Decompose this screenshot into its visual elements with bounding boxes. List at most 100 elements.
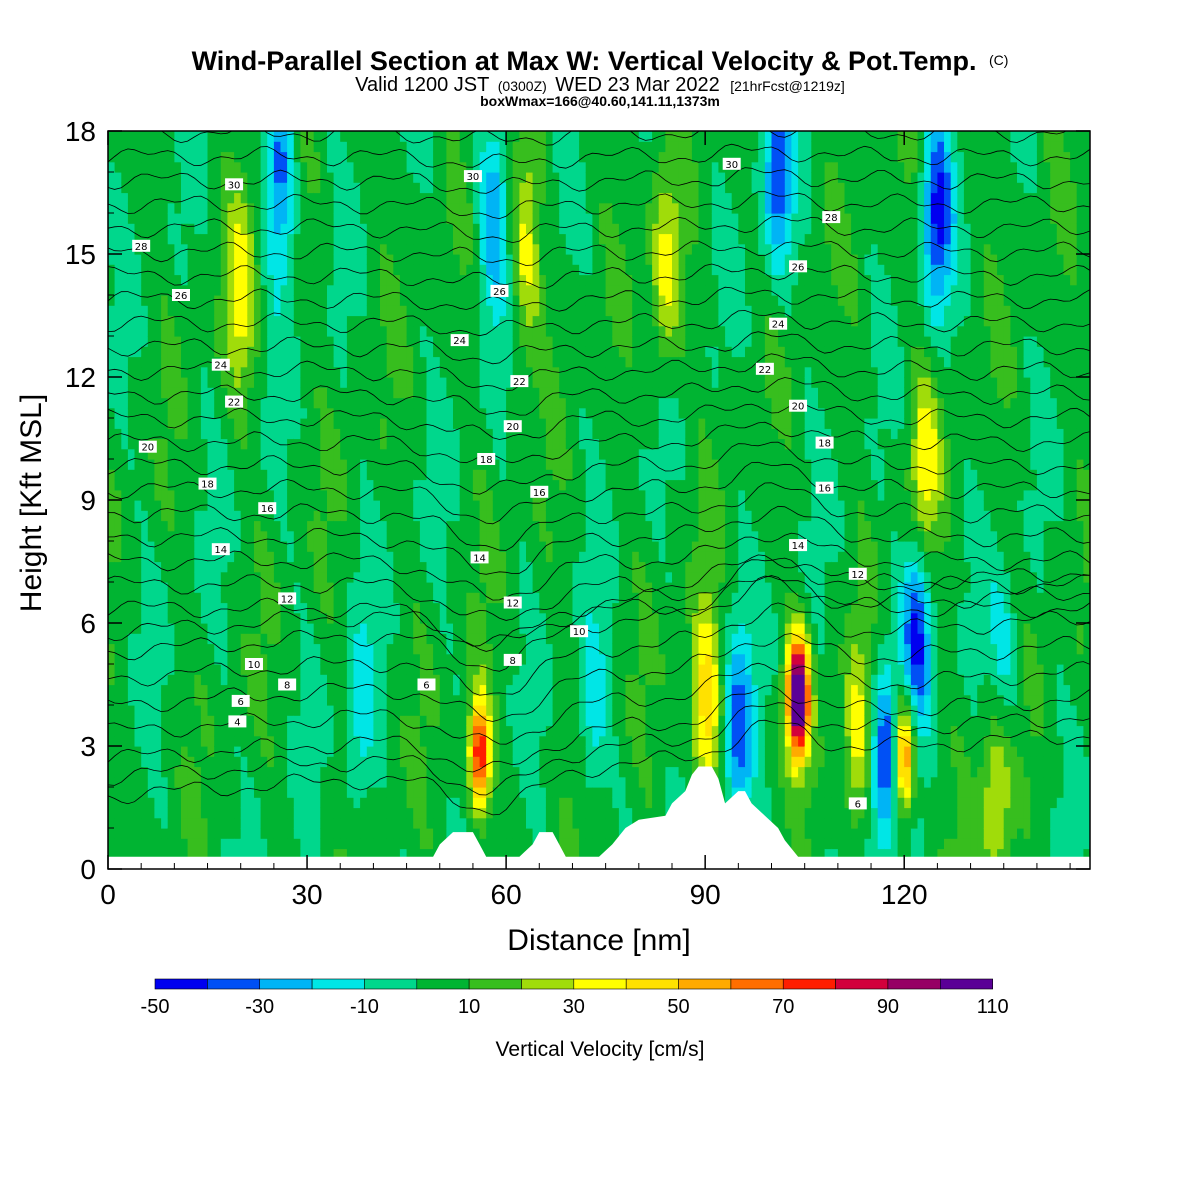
- velocity-cell: [313, 633, 321, 645]
- velocity-cell: [479, 325, 487, 337]
- velocity-cell: [108, 797, 116, 809]
- subtitle-valid: Valid 1200 JST: [355, 74, 489, 96]
- velocity-cell: [108, 602, 116, 614]
- velocity-cell: [526, 643, 534, 655]
- velocity-cell: [439, 172, 447, 183]
- velocity-cell: [486, 325, 494, 337]
- velocity-cell: [366, 787, 374, 798]
- velocity-cell: [167, 807, 175, 819]
- velocity-cell: [512, 428, 520, 440]
- velocity-cell: [446, 633, 454, 645]
- velocity-cell: [486, 161, 494, 173]
- velocity-cell: [240, 684, 248, 696]
- velocity-cell: [506, 438, 514, 450]
- velocity-cell: [486, 213, 494, 224]
- velocity-cell: [247, 530, 255, 542]
- velocity-cell: [300, 807, 308, 819]
- velocity-cell: [194, 264, 202, 276]
- velocity-cell: [340, 561, 348, 573]
- velocity-cell: [267, 213, 275, 224]
- velocity-cell: [552, 233, 560, 245]
- velocity-cell: [147, 366, 155, 378]
- velocity-cell: [346, 674, 355, 686]
- velocity-cell: [459, 787, 467, 798]
- velocity-cell: [260, 684, 268, 696]
- velocity-cell: [419, 643, 428, 655]
- velocity-cell: [486, 418, 494, 429]
- velocity-cell: [419, 356, 428, 368]
- velocity-cell: [459, 264, 467, 276]
- velocity-cell: [234, 131, 242, 142]
- velocity-cell: [194, 828, 202, 839]
- velocity-cell: [240, 530, 248, 542]
- velocity-cell: [419, 612, 428, 624]
- velocity-cell: [526, 233, 534, 245]
- velocity-cell: [260, 746, 268, 757]
- velocity-cell: [353, 561, 361, 573]
- velocity-cell: [141, 551, 149, 563]
- velocity-cell: [300, 407, 308, 419]
- velocity-cell: [267, 520, 275, 532]
- velocity-cell: [492, 838, 500, 850]
- velocity-cell: [147, 520, 155, 532]
- velocity-cell: [426, 602, 434, 614]
- velocity-cell: [327, 746, 335, 757]
- velocity-cell: [313, 715, 321, 727]
- velocity-cell: [346, 766, 355, 778]
- velocity-cell: [108, 582, 116, 593]
- velocity-cell: [406, 479, 414, 491]
- velocity-cell: [433, 746, 441, 757]
- velocity-cell: [360, 377, 368, 388]
- velocity-cell: [260, 448, 268, 460]
- velocity-cell: [227, 500, 235, 511]
- velocity-cell: [147, 131, 155, 142]
- velocity-cell: [313, 172, 321, 183]
- velocity-cell: [519, 582, 527, 593]
- velocity-cell: [167, 787, 175, 798]
- velocity-cell: [200, 520, 209, 532]
- velocity-cell: [373, 397, 381, 409]
- velocity-cell: [519, 192, 527, 204]
- velocity-cell: [207, 664, 215, 675]
- velocity-cell: [353, 797, 361, 809]
- velocity-cell: [453, 582, 461, 593]
- velocity-cell: [353, 202, 361, 214]
- velocity-cell: [499, 756, 507, 768]
- velocity-cell: [114, 469, 122, 481]
- velocity-cell: [340, 787, 348, 798]
- velocity-cell: [479, 612, 487, 624]
- velocity-cell: [134, 776, 142, 788]
- velocity-cell: [526, 715, 534, 727]
- velocity-cell: [406, 161, 414, 173]
- velocity-cell: [114, 223, 122, 235]
- velocity-cell: [479, 561, 487, 573]
- velocity-cell: [273, 674, 282, 686]
- velocity-cell: [147, 274, 155, 286]
- velocity-cell: [526, 561, 534, 573]
- velocity-cell: [240, 592, 248, 604]
- velocity-cell: [134, 325, 142, 337]
- velocity-cell: [439, 315, 447, 327]
- velocity-cell: [506, 694, 514, 706]
- velocity-cell: [479, 530, 487, 542]
- velocity-cell: [273, 510, 282, 522]
- velocity-cell: [141, 592, 149, 604]
- velocity-cell: [512, 725, 520, 737]
- velocity-cell: [161, 325, 169, 337]
- velocity-cell: [108, 643, 116, 655]
- velocity-cell: [194, 161, 202, 173]
- velocity-cell: [214, 315, 222, 327]
- velocity-cell: [539, 172, 547, 183]
- velocity-cell: [307, 817, 315, 829]
- velocity-cell: [247, 500, 255, 511]
- velocity-cell: [386, 633, 394, 645]
- velocity-cell: [439, 520, 447, 532]
- velocity-cell: [539, 725, 547, 737]
- velocity-cell: [147, 571, 155, 583]
- velocity-cell: [214, 787, 222, 798]
- velocity-cell: [532, 459, 540, 470]
- velocity-cell: [161, 151, 169, 163]
- velocity-cell: [254, 530, 262, 542]
- velocity-cell: [273, 141, 282, 153]
- velocity-cell: [519, 541, 527, 552]
